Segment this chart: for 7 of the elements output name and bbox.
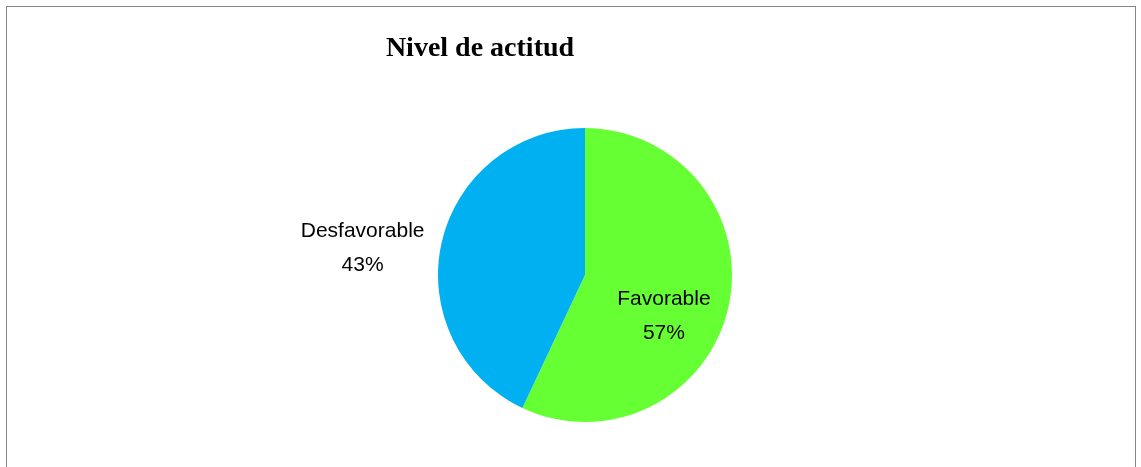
data-label: 57% xyxy=(642,319,685,343)
slice-label: Favorable xyxy=(617,285,711,309)
chart-title: Nivel de actitud xyxy=(384,30,576,64)
pie-slice xyxy=(522,128,732,422)
data-label: 43% xyxy=(341,252,384,276)
slice-label: Desfavorable xyxy=(300,218,425,242)
pie-slice xyxy=(438,128,585,409)
